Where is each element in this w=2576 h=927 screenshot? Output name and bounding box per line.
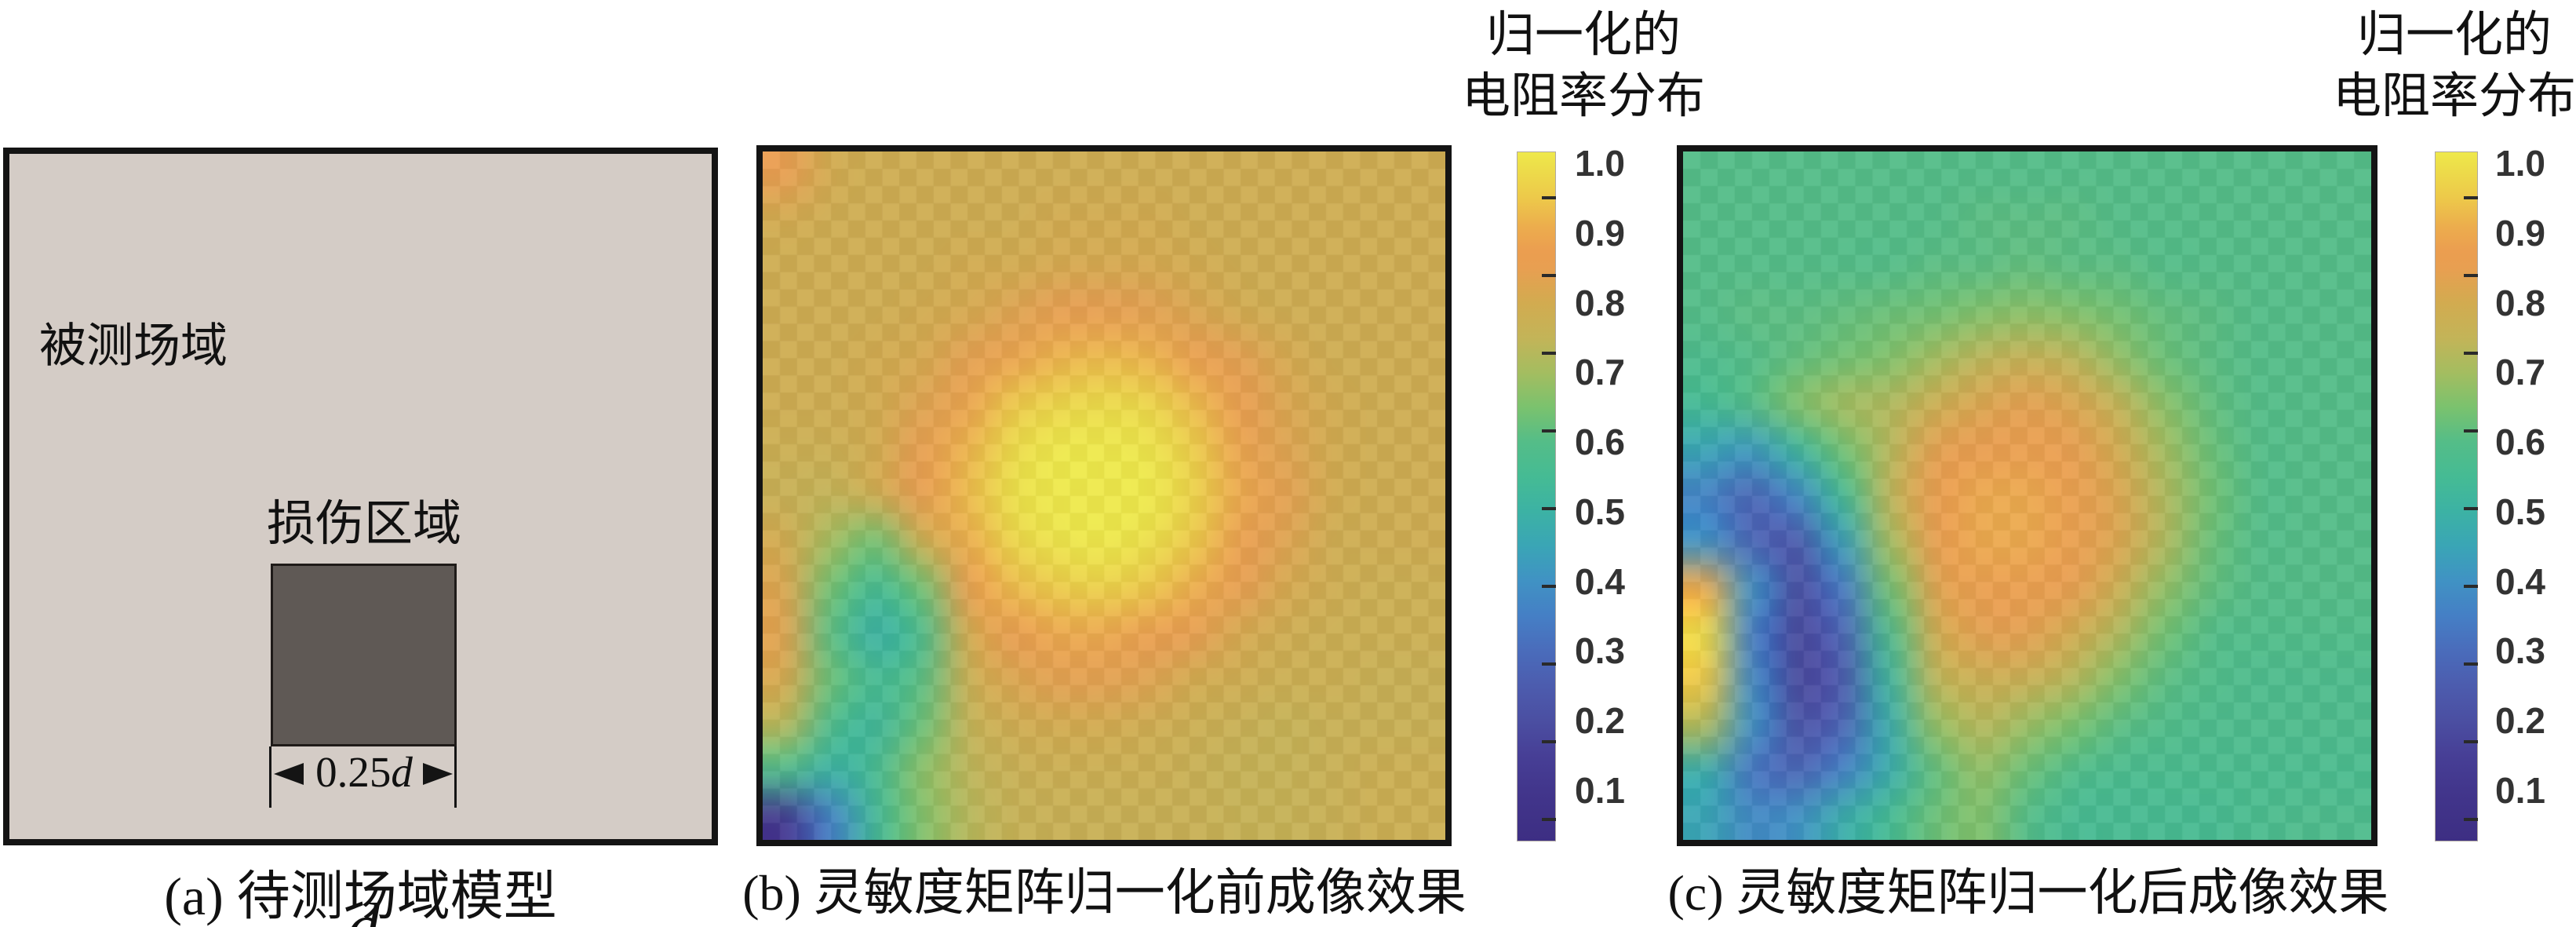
colorbar-tick bbox=[1542, 662, 1556, 666]
colorbar-tick-label: 0.9 bbox=[1575, 213, 1625, 254]
colorbar-tick-label: 0.6 bbox=[1575, 422, 1625, 462]
colorbar-tick bbox=[1542, 507, 1556, 510]
colorbar-tick-label: 0.7 bbox=[1575, 352, 1625, 392]
colorbar-tick-label: 0.2 bbox=[2495, 700, 2545, 741]
arrow-left-icon bbox=[274, 763, 304, 785]
colorbar-tick bbox=[2464, 818, 2478, 821]
colorbar-tick-label: 0.2 bbox=[1575, 700, 1625, 741]
arrow-right-icon bbox=[423, 763, 453, 785]
colorbar-tick bbox=[2464, 740, 2478, 743]
colorbar-tick bbox=[2464, 352, 2478, 355]
colorbar-tick-label: 0.4 bbox=[2495, 561, 2545, 602]
heatmap-after-panel bbox=[1677, 145, 2377, 846]
colorbar-tick bbox=[2464, 585, 2478, 588]
caption-panel-c: (c) 灵敏度矩阵归一化后成像效果 bbox=[1667, 865, 2389, 921]
damage-width-label: 0.25d bbox=[311, 747, 417, 797]
field-width-label: d bbox=[347, 890, 380, 927]
colorbar-tick-label: 0.9 bbox=[2495, 213, 2545, 254]
colorbar-gradient bbox=[2435, 151, 2478, 841]
colorbar-tick-label: 0.3 bbox=[2495, 630, 2545, 671]
colorbar-tick bbox=[1542, 585, 1556, 588]
colorbar-tick bbox=[2464, 196, 2478, 199]
width-variable: d bbox=[391, 748, 413, 796]
field-label: 被测场域 bbox=[39, 320, 228, 372]
colorbar-title: 归一化的 电阻率分布 bbox=[1461, 9, 1705, 123]
colorbar-tick-label: 0.5 bbox=[1575, 491, 1625, 532]
colorbar-tick-label: 0.5 bbox=[2495, 491, 2545, 532]
panel-a-field-box: 被测场域 损伤区域 0.25d d bbox=[3, 148, 718, 927]
heatmap-after-canvas bbox=[1683, 151, 2371, 840]
colorbar-tick-label: 0.4 bbox=[1575, 561, 1625, 602]
colorbar-tick bbox=[2464, 274, 2478, 277]
colorbar-tick-label: 0.1 bbox=[1575, 770, 1625, 811]
colorbar-tick bbox=[2464, 429, 2478, 432]
heatmap-before-canvas bbox=[763, 151, 1445, 840]
colorbar-tick bbox=[2464, 507, 2478, 510]
dimension-extension-line-right bbox=[454, 746, 457, 808]
damage-width-value: 0.25 bbox=[315, 748, 392, 796]
colorbar-tick bbox=[1542, 352, 1556, 355]
colorbar-tick-label: 1.0 bbox=[1575, 143, 1625, 184]
colorbar-tick bbox=[1542, 274, 1556, 277]
colorbar-tick bbox=[1542, 740, 1556, 743]
colorbar-title: 归一化的 电阻率分布 bbox=[2332, 9, 2576, 123]
colorbar-tick bbox=[1542, 196, 1556, 199]
colorbar-tick-label: 0.8 bbox=[1575, 283, 1625, 323]
caption-panel-a: (a) 待测场域模型 bbox=[164, 867, 557, 926]
colorbar-tick bbox=[1542, 818, 1556, 821]
colorbar-tick bbox=[1542, 429, 1556, 432]
colorbar-tick-label: 0.6 bbox=[2495, 422, 2545, 462]
colorbar-tick bbox=[2464, 662, 2478, 666]
dimension-extension-line-left bbox=[269, 746, 271, 808]
damage-region bbox=[271, 564, 457, 746]
colorbar-tick-label: 0.8 bbox=[2495, 283, 2545, 323]
colorbar-tick-label: 0.3 bbox=[1575, 630, 1625, 671]
colorbar-tick-label: 1.0 bbox=[2495, 143, 2545, 184]
damage-region-label: 损伤区域 bbox=[266, 498, 461, 551]
colorbar-tick-label: 0.7 bbox=[2495, 352, 2545, 392]
colorbar-gradient bbox=[1517, 151, 1556, 841]
colorbar-tick-label: 0.1 bbox=[2495, 770, 2545, 811]
heatmap-before-panel bbox=[756, 145, 1452, 846]
caption-panel-b: (b) 灵敏度矩阵归一化前成像效果 bbox=[742, 865, 1467, 921]
